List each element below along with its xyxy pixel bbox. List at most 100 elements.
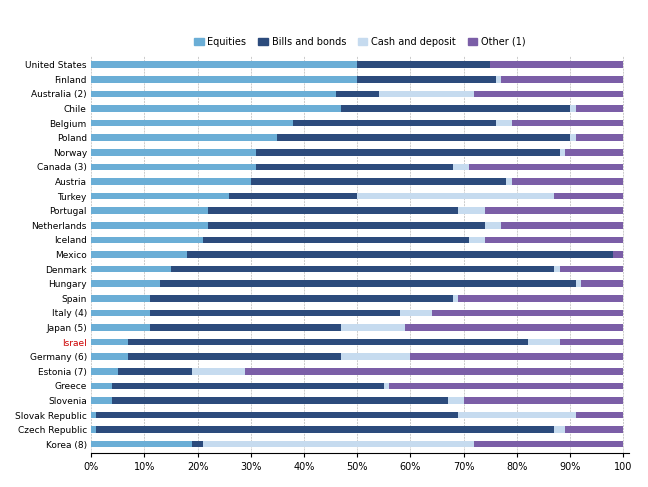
Bar <box>208 222 485 228</box>
Bar <box>150 310 400 316</box>
Bar <box>277 134 570 141</box>
Bar <box>192 368 246 375</box>
Bar <box>575 105 623 112</box>
Bar <box>91 281 160 287</box>
Bar <box>91 397 112 404</box>
Bar <box>554 266 560 272</box>
Bar <box>112 397 448 404</box>
Bar <box>485 237 623 243</box>
Bar <box>496 76 501 82</box>
Bar <box>91 134 277 141</box>
Bar <box>160 281 575 287</box>
Bar <box>565 149 623 155</box>
Bar <box>91 382 112 389</box>
Bar <box>91 426 97 433</box>
Bar <box>91 266 171 272</box>
Bar <box>171 266 554 272</box>
Bar <box>485 222 501 228</box>
Bar <box>575 134 623 141</box>
Bar <box>229 193 357 199</box>
Bar <box>501 76 623 82</box>
Bar <box>256 164 453 170</box>
Bar <box>91 310 150 316</box>
Bar <box>501 222 623 228</box>
Bar <box>560 266 623 272</box>
Bar <box>91 105 341 112</box>
Bar <box>246 368 623 375</box>
Bar <box>613 251 623 258</box>
Bar <box>341 354 410 360</box>
Bar <box>112 382 384 389</box>
Bar <box>91 207 208 214</box>
Bar <box>554 193 623 199</box>
Bar <box>485 207 623 214</box>
Bar <box>512 120 623 126</box>
Bar <box>91 164 256 170</box>
Bar <box>389 382 623 389</box>
Bar <box>560 149 565 155</box>
Bar <box>97 426 554 433</box>
Bar <box>527 339 560 345</box>
Bar <box>91 193 229 199</box>
Bar <box>118 368 192 375</box>
Bar <box>256 149 560 155</box>
Bar <box>453 295 458 301</box>
Bar <box>91 251 187 258</box>
Bar <box>496 120 512 126</box>
Bar <box>336 91 378 97</box>
Bar <box>491 61 623 68</box>
Bar <box>91 354 128 360</box>
Bar <box>384 382 389 389</box>
Bar <box>91 61 357 68</box>
Bar <box>91 237 203 243</box>
Bar <box>458 412 575 418</box>
Bar <box>91 149 256 155</box>
Bar <box>554 426 565 433</box>
Bar <box>506 178 512 185</box>
Legend: Equities, Bills and bonds, Cash and deposit, Other (1): Equities, Bills and bonds, Cash and depo… <box>190 33 530 51</box>
Bar <box>565 426 623 433</box>
Bar <box>560 339 623 345</box>
Bar <box>91 441 192 448</box>
Bar <box>400 310 432 316</box>
Bar <box>357 61 491 68</box>
Bar <box>150 295 453 301</box>
Bar <box>150 324 341 331</box>
Bar <box>469 237 485 243</box>
Bar <box>405 324 623 331</box>
Bar <box>512 178 623 185</box>
Bar <box>575 281 581 287</box>
Bar <box>469 164 623 170</box>
Bar <box>357 193 554 199</box>
Bar <box>448 397 464 404</box>
Bar <box>97 412 458 418</box>
Bar <box>192 441 203 448</box>
Bar <box>474 441 623 448</box>
Bar <box>575 412 623 418</box>
Bar <box>91 324 150 331</box>
Bar <box>458 207 485 214</box>
Bar <box>91 295 150 301</box>
Bar <box>464 397 623 404</box>
Bar <box>294 120 496 126</box>
Bar <box>91 222 208 228</box>
Bar <box>203 441 474 448</box>
Bar <box>432 310 623 316</box>
Bar <box>128 339 527 345</box>
Bar <box>341 105 570 112</box>
Bar <box>453 164 469 170</box>
Bar <box>581 281 623 287</box>
Bar <box>474 91 623 97</box>
Bar <box>341 324 405 331</box>
Bar <box>251 178 506 185</box>
Bar <box>357 76 496 82</box>
Bar <box>187 251 613 258</box>
Bar <box>410 354 623 360</box>
Bar <box>458 295 623 301</box>
Bar <box>91 91 336 97</box>
Bar <box>91 339 128 345</box>
Bar <box>208 207 458 214</box>
Bar <box>570 105 575 112</box>
Bar <box>128 354 341 360</box>
Bar <box>570 134 575 141</box>
